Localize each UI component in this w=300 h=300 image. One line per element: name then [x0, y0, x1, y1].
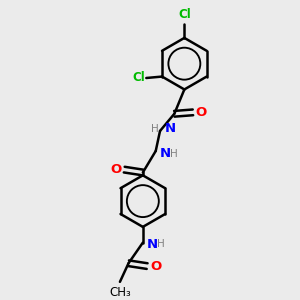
Text: Cl: Cl	[132, 71, 145, 85]
Text: O: O	[110, 163, 122, 176]
Text: CH₃: CH₃	[109, 286, 131, 299]
Text: H: H	[151, 124, 159, 134]
Text: O: O	[150, 260, 161, 273]
Text: N: N	[160, 147, 171, 161]
Text: H: H	[170, 149, 178, 159]
Text: N: N	[147, 238, 158, 250]
Text: H: H	[157, 239, 165, 249]
Text: O: O	[196, 106, 207, 119]
Text: Cl: Cl	[178, 8, 191, 21]
Text: N: N	[164, 122, 175, 135]
